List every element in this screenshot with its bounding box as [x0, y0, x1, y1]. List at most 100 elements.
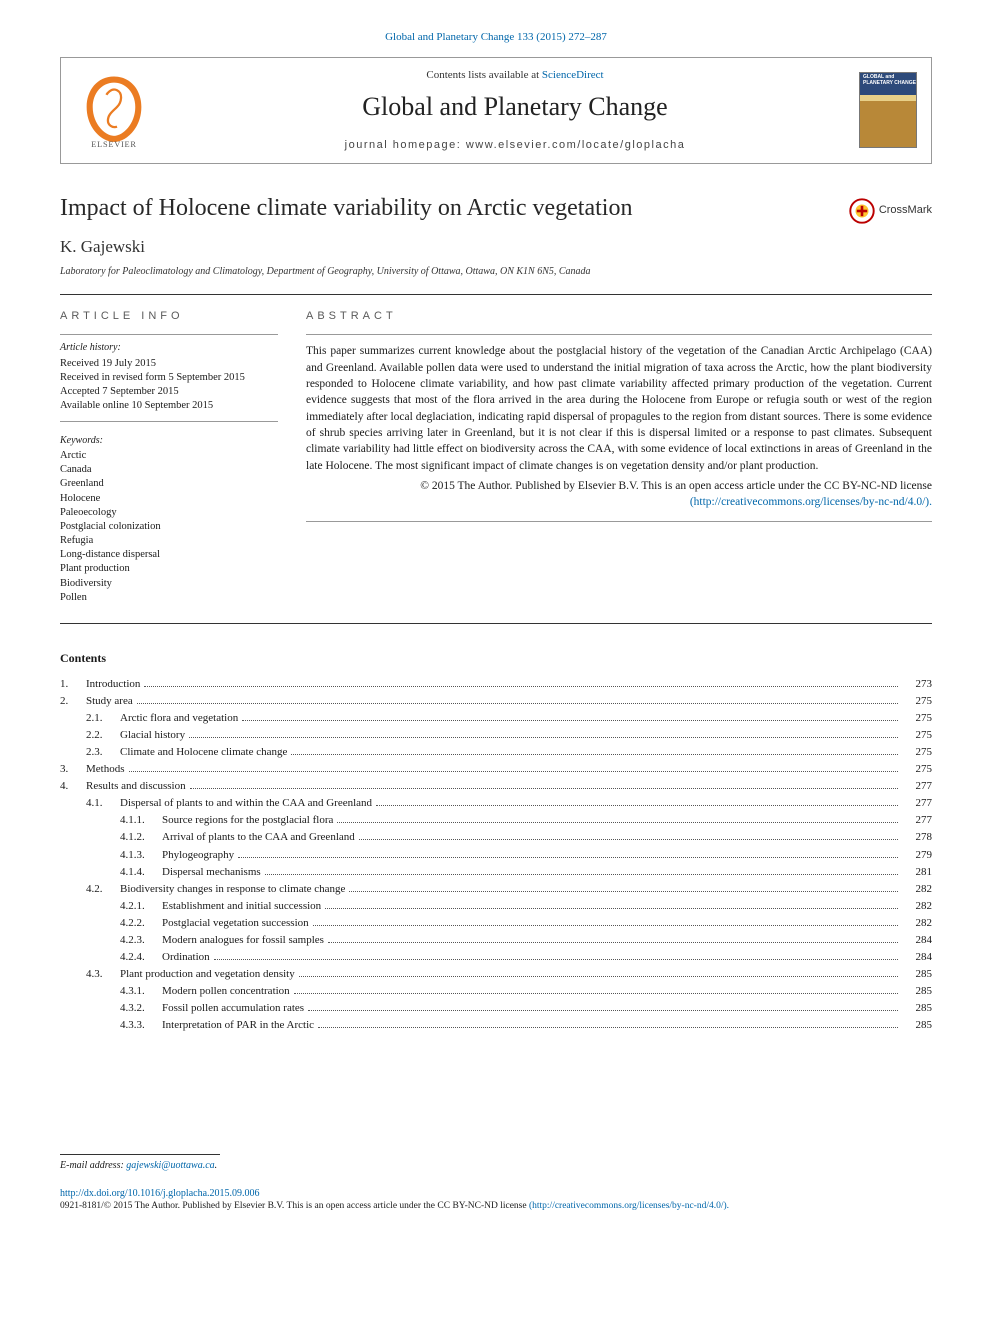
toc-label: Study area	[86, 693, 133, 710]
email-label: E-mail address:	[60, 1160, 126, 1171]
toc-number: 2.3.	[86, 744, 120, 761]
toc-number: 3.	[60, 761, 86, 778]
issn-copyright: 0921-8181/© 2015 The Author. Published b…	[60, 1201, 529, 1211]
toc-label: Climate and Holocene climate change	[120, 744, 287, 761]
toc-entry[interactable]: 4.3.Plant production and vegetation dens…	[60, 966, 932, 983]
toc-entry[interactable]: 1.Introduction273	[60, 676, 932, 693]
abstract-body: This paper summarizes current knowledge …	[306, 345, 932, 471]
footnote-rule	[60, 1154, 220, 1155]
toc-page: 275	[902, 744, 932, 761]
toc-label: Establishment and initial succession	[162, 898, 321, 915]
toc-entry[interactable]: 2.Study area275	[60, 693, 932, 710]
toc-number: 4.3.2.	[120, 1000, 162, 1017]
toc-label: Source regions for the postglacial flora	[162, 812, 333, 829]
table-of-contents: 1.Introduction2732.Study area2752.1.Arct…	[60, 676, 932, 1034]
toc-entry[interactable]: 3.Methods275	[60, 761, 932, 778]
toc-number: 4.3.3.	[120, 1017, 162, 1034]
crossmark-badge[interactable]: CrossMark	[849, 198, 932, 224]
keyword: Paleoecology	[60, 506, 278, 520]
author-affiliation: Laboratory for Paleoclimatology and Clim…	[60, 265, 932, 279]
toc-leader-dots	[190, 788, 898, 789]
toc-entry[interactable]: 4.2.Biodiversity changes in response to …	[60, 881, 932, 898]
toc-number: 4.2.3.	[120, 932, 162, 949]
toc-entry[interactable]: 4.3.2.Fossil pollen accumulation rates28…	[60, 1000, 932, 1017]
toc-page: 282	[902, 898, 932, 915]
toc-entry[interactable]: 4.2.3.Modern analogues for fossil sample…	[60, 932, 932, 949]
journal-title: Global and Planetary Change	[171, 89, 859, 124]
toc-page: 285	[902, 1017, 932, 1034]
keyword: Pollen	[60, 591, 278, 605]
toc-page: 275	[902, 693, 932, 710]
toc-leader-dots	[313, 925, 898, 926]
keyword: Plant production	[60, 562, 278, 576]
toc-page: 282	[902, 915, 932, 932]
toc-number: 4.	[60, 778, 86, 795]
toc-leader-dots	[328, 942, 898, 943]
toc-leader-dots	[376, 805, 898, 806]
toc-entry[interactable]: 4.1.Dispersal of plants to and within th…	[60, 795, 932, 812]
history-line: Accepted 7 September 2015	[60, 385, 278, 399]
toc-number: 4.1.4.	[120, 864, 162, 881]
history-line: Received in revised form 5 September 201…	[60, 371, 278, 385]
cover-label: GLOBAL and PLANETARY CHANGE	[863, 75, 916, 86]
sciencedirect-link[interactable]: ScienceDirect	[542, 69, 604, 81]
toc-entry[interactable]: 4.3.3.Interpretation of PAR in the Arcti…	[60, 1017, 932, 1034]
toc-entry[interactable]: 2.3.Climate and Holocene climate change 2…	[60, 744, 932, 761]
toc-leader-dots	[144, 686, 898, 687]
toc-page: 285	[902, 1000, 932, 1017]
toc-entry[interactable]: 2.2.Glacial history275	[60, 727, 932, 744]
toc-entry[interactable]: 4.1.2.Arrival of plants to the CAA and G…	[60, 829, 932, 846]
doi-link[interactable]: http://dx.doi.org/10.1016/j.gloplacha.20…	[60, 1188, 260, 1199]
toc-label: Dispersal mechanisms	[162, 864, 261, 881]
toc-label: Phylogeography	[162, 847, 234, 864]
toc-number: 4.2.	[86, 881, 120, 898]
toc-leader-dots	[242, 720, 898, 721]
author-email-link[interactable]: gajewski@uottawa.ca	[126, 1160, 214, 1171]
toc-label: Results and discussion	[86, 778, 186, 795]
page-footer: E-mail address: gajewski@uottawa.ca. htt…	[60, 1154, 932, 1213]
article-info-heading: ARTICLE INFO	[60, 309, 278, 324]
abstract-heading: ABSTRACT	[306, 309, 932, 324]
crossmark-icon	[849, 198, 875, 224]
toc-entry[interactable]: 4.1.1.Source regions for the postglacial…	[60, 812, 932, 829]
toc-leader-dots	[294, 993, 898, 994]
footer-license-link[interactable]: (http://creativecommons.org/licenses/by-…	[529, 1201, 729, 1211]
toc-leader-dots	[129, 771, 899, 772]
contents-prefix: Contents lists available at	[426, 69, 541, 81]
license-link[interactable]: (http://creativecommons.org/licenses/by-…	[690, 496, 932, 508]
abstract-copyright: © 2015 The Author. Published by Elsevier…	[420, 480, 932, 492]
toc-entry[interactable]: 4.3.1.Modern pollen concentration285	[60, 983, 932, 1000]
toc-leader-dots	[349, 891, 898, 892]
toc-page: 277	[902, 795, 932, 812]
toc-page: 282	[902, 881, 932, 898]
author-name: K. Gajewski	[60, 236, 932, 259]
toc-number: 1.	[60, 676, 86, 693]
toc-entry[interactable]: 2.1.Arctic flora and vegetation275	[60, 710, 932, 727]
toc-leader-dots	[318, 1027, 898, 1028]
keyword: Greenland	[60, 477, 278, 491]
contents-available-line: Contents lists available at ScienceDirec…	[171, 68, 859, 83]
toc-entry[interactable]: 4.2.4.Ordination284	[60, 949, 932, 966]
history-label: Article history:	[60, 341, 278, 355]
toc-label: Interpretation of PAR in the Arctic	[162, 1017, 314, 1034]
toc-label: Modern analogues for fossil samples	[162, 932, 324, 949]
toc-entry[interactable]: 4.2.2.Postglacial vegetation succession2…	[60, 915, 932, 932]
rule-top	[60, 294, 932, 295]
crossmark-label: CrossMark	[879, 203, 932, 218]
history-line: Available online 10 September 2015	[60, 399, 278, 413]
elsevier-logo: ELSEVIER	[75, 71, 153, 149]
toc-page: 285	[902, 983, 932, 1000]
contents-heading: Contents	[60, 650, 932, 666]
toc-entry[interactable]: 4.1.4.Dispersal mechanisms281	[60, 864, 932, 881]
history-line: Received 19 July 2015	[60, 357, 278, 371]
toc-number: 4.2.2.	[120, 915, 162, 932]
toc-entry[interactable]: 4.2.1.Establishment and initial successi…	[60, 898, 932, 915]
toc-leader-dots	[189, 737, 898, 738]
toc-leader-dots	[308, 1010, 898, 1011]
toc-page: 278	[902, 829, 932, 846]
keyword: Holocene	[60, 492, 278, 506]
rule-mid	[60, 623, 932, 624]
toc-entry[interactable]: 4.Results and discussion277	[60, 778, 932, 795]
toc-entry[interactable]: 4.1.3.Phylogeography279	[60, 847, 932, 864]
keyword: Arctic	[60, 449, 278, 463]
